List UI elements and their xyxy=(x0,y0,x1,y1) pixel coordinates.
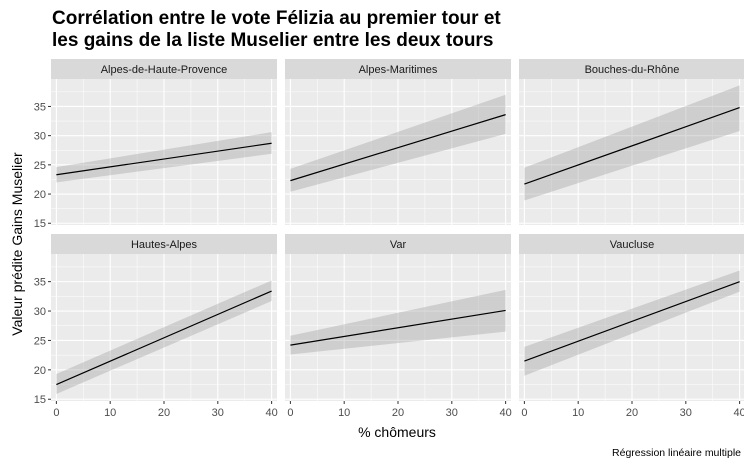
y-tick-label: 35 xyxy=(34,101,46,113)
strip-label-var: Var xyxy=(390,239,407,251)
x-tick-label: 40 xyxy=(733,407,744,419)
x-tick-label: 40 xyxy=(499,407,511,419)
x-tick-label: 20 xyxy=(158,407,170,419)
fit-line-alpes-de-haute-provence xyxy=(56,142,272,176)
strip-label-alpes-maritimes: Alpes-Maritimes xyxy=(359,64,438,76)
facet-panels: Alpes-de-Haute-Provence Alpes-Maritimes Bo… xyxy=(51,59,744,401)
x-tick-label: 10 xyxy=(572,407,584,419)
x-tick-label: 10 xyxy=(104,407,116,419)
x-tick-label: 10 xyxy=(338,407,350,419)
x-tick-label: 0 xyxy=(521,407,527,419)
panel-var: Var xyxy=(285,234,511,401)
fit-line-alpes-maritimes xyxy=(290,114,506,182)
strip-bouches-du-rhone xyxy=(519,59,744,79)
x-tick-label: 30 xyxy=(212,407,224,419)
strip-alpes-de-haute-provence xyxy=(51,59,277,79)
strip-label-bouches-du-rhone: Bouches-du-Rhône xyxy=(585,64,680,76)
strip-hautes-alpes xyxy=(51,234,277,254)
x-tick-label: 0 xyxy=(287,407,293,419)
chart-caption: Régression linéaire multiple xyxy=(612,447,741,459)
x-tick-label: 20 xyxy=(392,407,404,419)
y-tick-label: 15 xyxy=(34,394,46,406)
x-tick-label: 40 xyxy=(265,407,277,419)
chart-title-line-2: les gains de la liste Muselier entre les… xyxy=(52,30,493,51)
y-tick-label: 35 xyxy=(34,277,46,289)
strip-alpes-maritimes xyxy=(285,59,511,79)
y-tick-label: 25 xyxy=(34,335,46,347)
y-axis-ticks: 15 20 25 30 35 15 20 25 30 35 xyxy=(34,101,51,406)
ci-ribbon-var xyxy=(290,289,506,355)
x-tick-label: 30 xyxy=(446,407,458,419)
fit-line-vaucluse xyxy=(524,281,740,362)
ci-ribbon-alpes-maritimes xyxy=(290,94,506,192)
x-tick-label: 0 xyxy=(53,407,59,419)
fit-line-hautes-alpes xyxy=(56,290,272,386)
strip-var xyxy=(285,234,511,254)
panel-alpes-de-haute-provence: Alpes-de-Haute-Provence xyxy=(51,59,277,225)
x-axis-ticks: 0 10 20 30 40 0 10 20 30 40 0 10 20 30 40 xyxy=(53,401,744,419)
x-tick-label: 30 xyxy=(680,407,692,419)
fit-line-var xyxy=(290,309,506,346)
y-axis-title: Valeur prédite Gains Muselier xyxy=(9,152,25,336)
y-tick-label: 25 xyxy=(34,160,46,172)
panel-alpes-maritimes: Alpes-Maritimes xyxy=(285,59,511,225)
chart-title-line-1: Corrélation entre le vote Félizia au pre… xyxy=(52,8,501,29)
strip-label-hautes-alpes: Hautes-Alpes xyxy=(131,239,198,251)
panel-bouches-du-rhone: Bouches-du-Rhône xyxy=(519,59,744,225)
y-tick-label: 20 xyxy=(34,365,46,377)
y-tick-label: 20 xyxy=(34,189,46,201)
ci-ribbon-bouches-du-rhone xyxy=(524,85,740,201)
x-axis-title: % chômeurs xyxy=(358,424,436,440)
y-tick-label: 15 xyxy=(34,218,46,230)
strip-label-alpes-de-haute-provence: Alpes-de-Haute-Provence xyxy=(101,64,228,76)
x-tick-label: 20 xyxy=(626,407,638,419)
ci-ribbon-alpes-de-haute-provence xyxy=(56,132,272,183)
strip-vaucluse xyxy=(519,234,744,254)
fit-line-bouches-du-rhone xyxy=(524,107,740,185)
y-tick-label: 30 xyxy=(34,131,46,143)
panel-hautes-alpes: Hautes-Alpes xyxy=(51,234,277,401)
strip-label-vaucluse: Vaucluse xyxy=(610,239,654,251)
panel-vaucluse: Vaucluse xyxy=(519,234,744,401)
y-tick-label: 30 xyxy=(34,306,46,318)
ci-ribbon-vaucluse xyxy=(524,270,740,376)
